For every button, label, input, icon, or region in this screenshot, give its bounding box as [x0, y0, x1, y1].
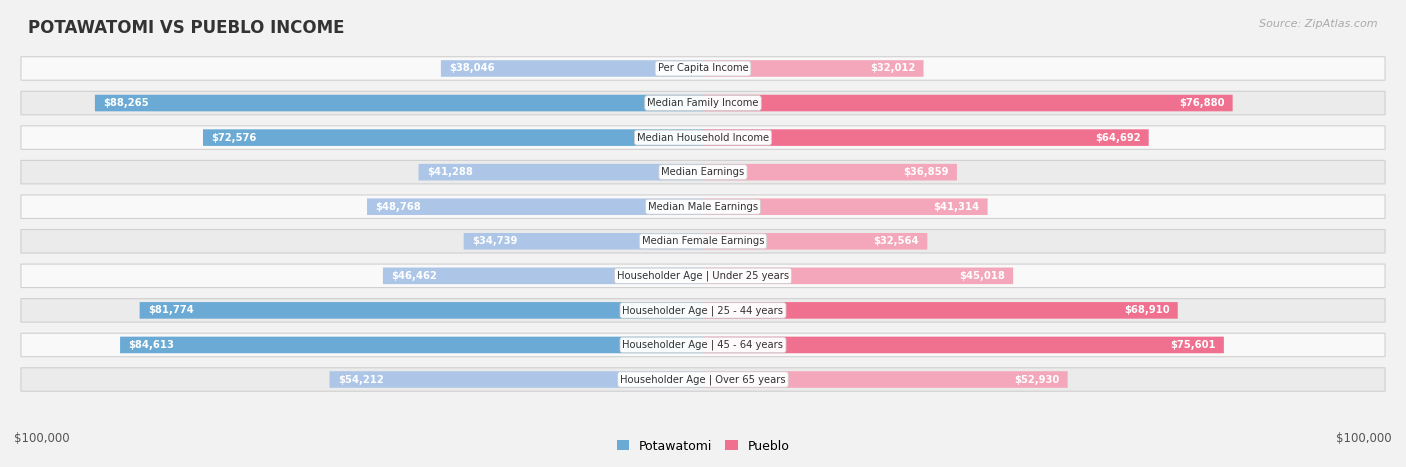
- FancyBboxPatch shape: [202, 129, 703, 146]
- Text: $54,212: $54,212: [337, 375, 384, 384]
- FancyBboxPatch shape: [367, 198, 703, 215]
- Text: $100,000: $100,000: [1336, 432, 1392, 446]
- FancyBboxPatch shape: [21, 195, 1385, 219]
- Text: $32,012: $32,012: [870, 64, 915, 73]
- Text: $46,462: $46,462: [391, 271, 437, 281]
- FancyBboxPatch shape: [703, 60, 924, 77]
- Text: $81,774: $81,774: [148, 305, 194, 315]
- FancyBboxPatch shape: [703, 129, 1149, 146]
- Text: $45,018: $45,018: [959, 271, 1005, 281]
- FancyBboxPatch shape: [21, 91, 1385, 115]
- FancyBboxPatch shape: [703, 337, 1223, 353]
- Text: $48,768: $48,768: [375, 202, 420, 212]
- FancyBboxPatch shape: [21, 160, 1385, 184]
- FancyBboxPatch shape: [21, 57, 1385, 80]
- Text: $76,880: $76,880: [1178, 98, 1225, 108]
- Text: POTAWATOMI VS PUEBLO INCOME: POTAWATOMI VS PUEBLO INCOME: [28, 19, 344, 37]
- FancyBboxPatch shape: [21, 298, 1385, 322]
- Text: $34,739: $34,739: [472, 236, 517, 246]
- FancyBboxPatch shape: [329, 371, 703, 388]
- FancyBboxPatch shape: [21, 264, 1385, 288]
- Text: Householder Age | Over 65 years: Householder Age | Over 65 years: [620, 374, 786, 385]
- FancyBboxPatch shape: [419, 164, 703, 180]
- FancyBboxPatch shape: [441, 60, 703, 77]
- Text: $36,859: $36,859: [903, 167, 949, 177]
- Text: $100,000: $100,000: [14, 432, 70, 446]
- FancyBboxPatch shape: [21, 333, 1385, 357]
- Text: $32,564: $32,564: [873, 236, 920, 246]
- FancyBboxPatch shape: [139, 302, 703, 318]
- FancyBboxPatch shape: [21, 229, 1385, 253]
- FancyBboxPatch shape: [703, 371, 1067, 388]
- Text: $68,910: $68,910: [1123, 305, 1170, 315]
- Text: $84,613: $84,613: [128, 340, 174, 350]
- Text: $41,288: $41,288: [427, 167, 472, 177]
- Text: Householder Age | Under 25 years: Householder Age | Under 25 years: [617, 270, 789, 281]
- Text: Median Female Earnings: Median Female Earnings: [641, 236, 765, 246]
- FancyBboxPatch shape: [703, 233, 928, 249]
- Text: Per Capita Income: Per Capita Income: [658, 64, 748, 73]
- FancyBboxPatch shape: [120, 337, 703, 353]
- Text: Median Male Earnings: Median Male Earnings: [648, 202, 758, 212]
- FancyBboxPatch shape: [703, 302, 1178, 318]
- FancyBboxPatch shape: [703, 198, 987, 215]
- Text: $52,930: $52,930: [1014, 375, 1059, 384]
- Text: Median Earnings: Median Earnings: [661, 167, 745, 177]
- Text: $75,601: $75,601: [1170, 340, 1216, 350]
- FancyBboxPatch shape: [21, 126, 1385, 149]
- Text: Median Household Income: Median Household Income: [637, 133, 769, 142]
- FancyBboxPatch shape: [96, 95, 703, 111]
- FancyBboxPatch shape: [703, 268, 1014, 284]
- FancyBboxPatch shape: [703, 95, 1233, 111]
- Text: $41,314: $41,314: [934, 202, 980, 212]
- Text: $64,692: $64,692: [1095, 133, 1140, 142]
- Text: Householder Age | 25 - 44 years: Householder Age | 25 - 44 years: [623, 305, 783, 316]
- Text: $38,046: $38,046: [449, 64, 495, 73]
- Legend: Potawatomi, Pueblo: Potawatomi, Pueblo: [612, 435, 794, 458]
- Text: Householder Age | 45 - 64 years: Householder Age | 45 - 64 years: [623, 340, 783, 350]
- Text: $88,265: $88,265: [103, 98, 149, 108]
- Text: Source: ZipAtlas.com: Source: ZipAtlas.com: [1260, 19, 1378, 28]
- FancyBboxPatch shape: [464, 233, 703, 249]
- Text: Median Family Income: Median Family Income: [647, 98, 759, 108]
- FancyBboxPatch shape: [703, 164, 957, 180]
- FancyBboxPatch shape: [21, 368, 1385, 391]
- FancyBboxPatch shape: [382, 268, 703, 284]
- Text: $72,576: $72,576: [211, 133, 257, 142]
